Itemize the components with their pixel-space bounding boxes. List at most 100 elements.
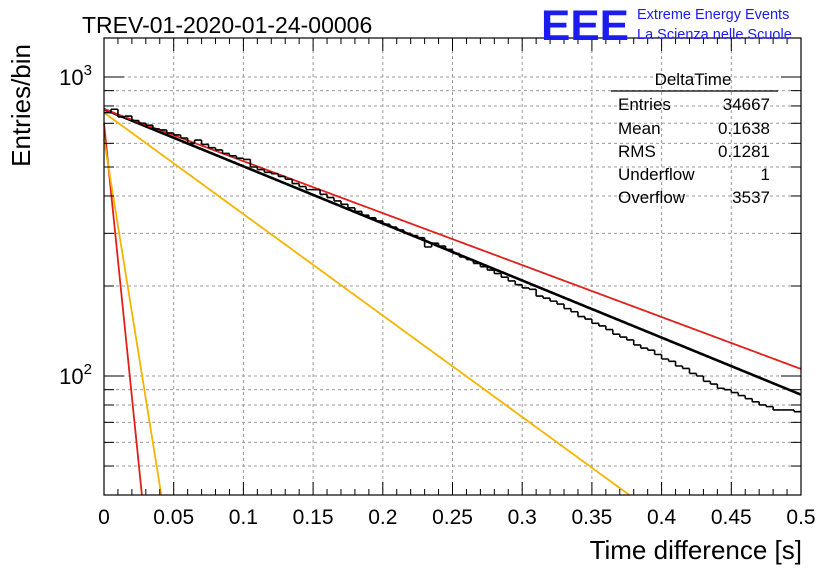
histogram-bin (542, 296, 551, 300)
histogram-bin (402, 229, 411, 235)
histogram-bin (646, 348, 655, 351)
x-tick-label: 0.05 (153, 506, 194, 529)
histogram-bin (577, 311, 585, 318)
histogram-bin (695, 373, 704, 377)
histogram-bin (570, 308, 578, 313)
histogram-bin (382, 220, 390, 225)
histogram-bin (193, 139, 202, 144)
histogram-bin (681, 366, 690, 370)
stats-label-mean: Mean (618, 119, 661, 138)
stats-box: DeltaTime Entries 34667 Mean 0.1638 RMS … (611, 70, 778, 207)
stats-label-entries: Entries (618, 95, 671, 114)
histogram-bin (326, 194, 335, 199)
histogram-bin (598, 323, 606, 327)
histogram-bin (319, 189, 328, 196)
histogram-bin (514, 280, 523, 286)
histogram-bin (242, 158, 251, 161)
stats-value-mean: 0.1638 (718, 119, 770, 138)
fit-curve-2 (103, 111, 630, 496)
x-tick-label: 0.2 (368, 506, 397, 529)
histogram-bin (507, 277, 516, 282)
histogram-bin (151, 125, 160, 130)
x-tick-label: 0.45 (711, 506, 752, 529)
histogram-bin (235, 155, 244, 159)
stats-value-underflow: 1 (761, 165, 770, 184)
histogram-bin (221, 149, 230, 155)
y-axis-label: Entries/bin (6, 44, 36, 167)
histogram-bin (493, 270, 502, 275)
histogram-bin (653, 350, 662, 356)
stats-label-rms: RMS (618, 142, 656, 161)
eee-logo-line2: La Scienza nelle Scuole (637, 27, 792, 43)
histogram-bin (333, 197, 341, 202)
stats-label-overflow: Overflow (618, 188, 686, 207)
histogram (104, 108, 801, 413)
grid (104, 38, 801, 495)
histogram-bin (158, 128, 167, 131)
stats-value-rms: 0.1281 (718, 142, 770, 161)
histogram-bin (270, 172, 279, 175)
stats-value-entries: 34667 (723, 95, 770, 114)
histogram-bin (172, 132, 181, 136)
chart-title: TREV-01-2020-01-24-00006 (82, 12, 372, 38)
x-tick-label: 0.35 (571, 506, 612, 529)
x-tick-label: 0.3 (508, 506, 537, 529)
eee-logo-mark: EEE (541, 2, 629, 50)
histogram-bin (375, 217, 383, 222)
fit-curve-1 (103, 108, 802, 370)
y-tick-label: 102 (59, 361, 92, 389)
histogram-bin (765, 404, 774, 408)
histogram-bin (249, 159, 258, 168)
x-axis-label: Time difference [s] (590, 535, 802, 565)
histogram-bin (793, 409, 801, 413)
fit-curve-3 (103, 123, 143, 496)
histogram-bin (277, 173, 286, 178)
histogram-bin (165, 129, 174, 134)
histogram-bin (563, 304, 571, 310)
histogram-bin (758, 401, 767, 406)
histogram-bin (751, 398, 760, 403)
histogram-bin (472, 259, 481, 265)
x-tick-label: 0.1 (229, 506, 258, 529)
histogram-bin (744, 395, 753, 400)
histogram-bin (535, 289, 544, 297)
histogram-bin (709, 381, 718, 385)
histogram-bin (591, 319, 599, 325)
histogram-bin (117, 109, 125, 118)
histogram-bin (688, 368, 697, 375)
histogram-bin (723, 388, 732, 391)
histogram-bin (354, 207, 362, 213)
histogram-bin (625, 337, 634, 341)
histogram-bin (667, 358, 676, 363)
histogram-bin (409, 233, 418, 237)
histogram-bin (730, 389, 739, 394)
histogram-bin (465, 257, 474, 261)
histogram-bin (131, 116, 139, 122)
y-tick-label: 103 (59, 62, 92, 90)
histogram-bin (486, 266, 495, 271)
axis-ticks: 0 0.05 0.1 0.15 0.2 0.25 0.3 0.35 0.4 0.45 0.5 103 1… (59, 38, 816, 529)
histogram-bin (145, 123, 153, 126)
histogram-bin (179, 134, 188, 139)
eee-logo-line1: Extreme Energy Events (637, 7, 789, 23)
histogram-bin (228, 153, 237, 157)
histogram-bin (423, 237, 432, 248)
histogram-bin (200, 140, 209, 146)
histogram-bin (549, 298, 558, 302)
histogram-bin (256, 166, 265, 171)
histogram-bin (444, 246, 453, 251)
histogram-bin (660, 354, 669, 360)
histogram-bin (458, 253, 467, 258)
histogram-bin (214, 147, 223, 151)
histogram-bin (584, 316, 592, 320)
x-tick-label: 0.25 (432, 506, 473, 529)
histogram-bin (340, 200, 348, 206)
histogram-bin (500, 273, 509, 278)
histogram-bin (632, 339, 641, 346)
histogram-bin (124, 115, 132, 117)
histogram-bin (263, 169, 272, 174)
histogram-bin (347, 204, 355, 209)
histogram-bin (207, 144, 216, 149)
histogram-bin (556, 301, 565, 305)
